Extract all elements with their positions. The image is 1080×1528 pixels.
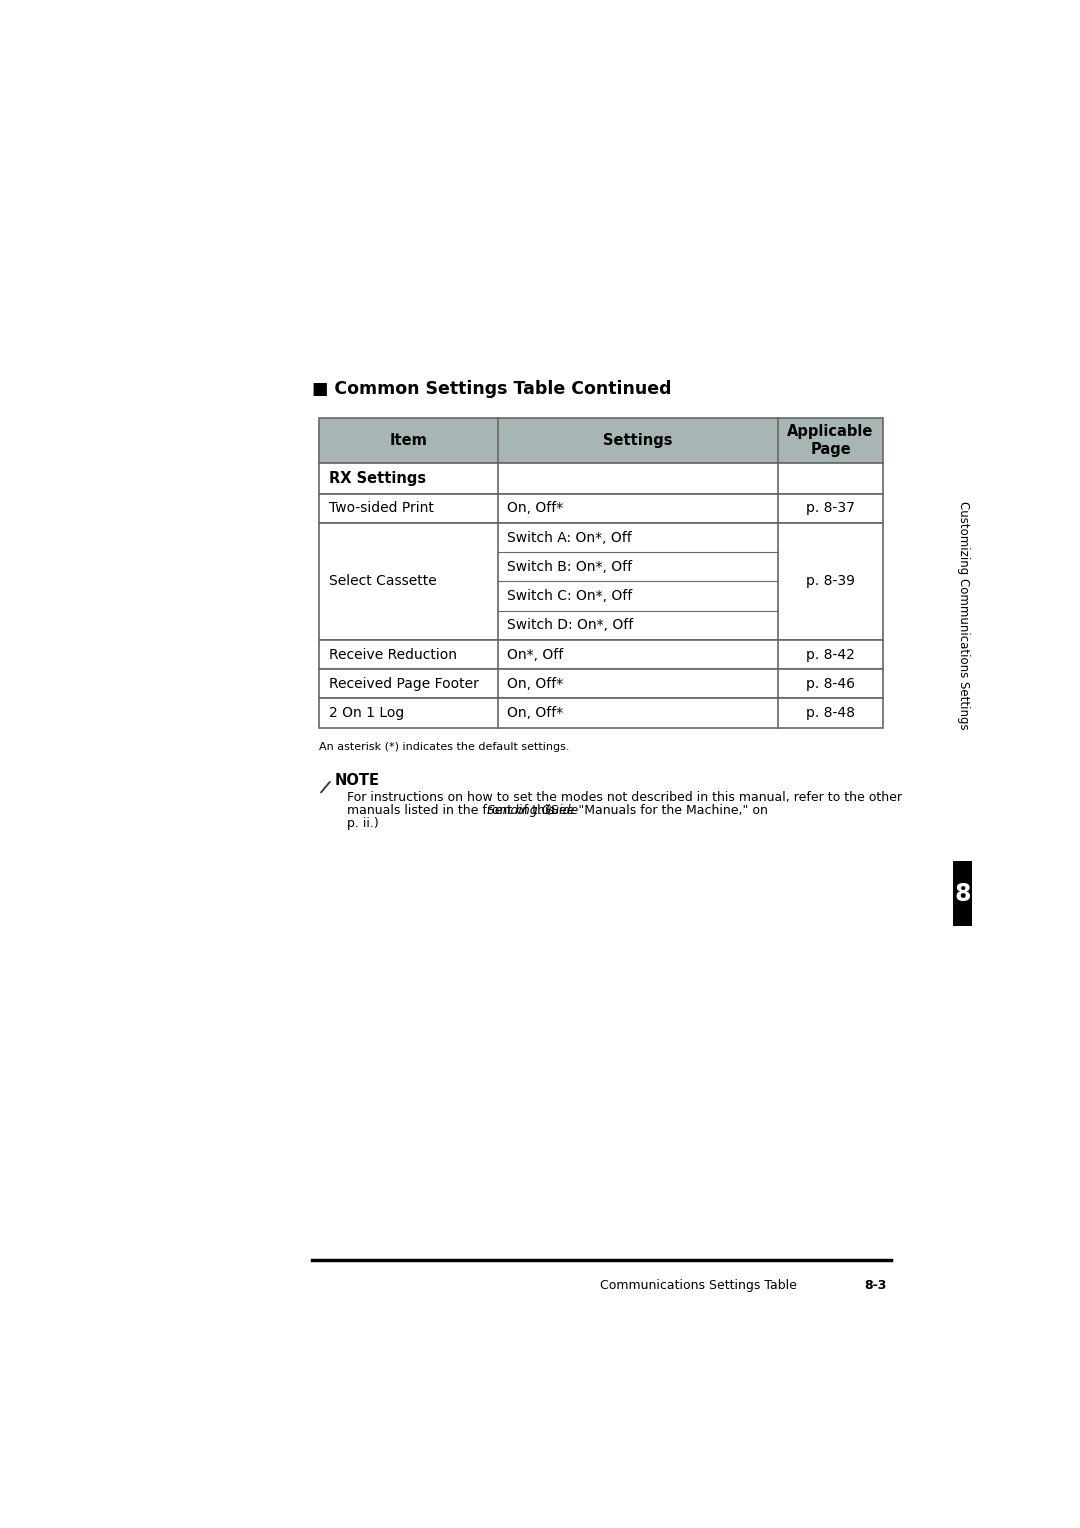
Text: Sending Guide: Sending Guide	[487, 804, 579, 817]
Text: Received Page Footer: Received Page Footer	[328, 677, 478, 691]
Text: On*, Off: On*, Off	[507, 648, 564, 662]
Text: Switch C: On*, Off: Switch C: On*, Off	[507, 590, 632, 604]
Text: Receive Reduction: Receive Reduction	[328, 648, 457, 662]
Text: An asterisk (*) indicates the default settings.: An asterisk (*) indicates the default se…	[320, 741, 570, 752]
Text: Switch A: On*, Off: Switch A: On*, Off	[507, 530, 632, 544]
Text: 2 On 1 Log: 2 On 1 Log	[328, 706, 404, 720]
Text: For instructions on how to set the modes not described in this manual, refer to : For instructions on how to set the modes…	[347, 792, 902, 804]
Text: Item: Item	[390, 432, 428, 448]
Text: p. 8-37: p. 8-37	[806, 501, 855, 515]
Bar	[320, 523, 882, 640]
Text: ■ Common Settings Table Continued: ■ Common Settings Table Continued	[312, 380, 671, 397]
Text: p. 8-46: p. 8-46	[806, 677, 855, 691]
Text: Communications Settings Table: Communications Settings Table	[600, 1279, 797, 1293]
Text: On, Off*: On, Off*	[507, 706, 564, 720]
Text: manuals listed in the front of this: manuals listed in the front of this	[347, 804, 558, 817]
Bar	[953, 860, 972, 926]
Text: p. ii.): p. ii.)	[347, 817, 378, 830]
Bar	[320, 640, 882, 669]
Text: Switch B: On*, Off: Switch B: On*, Off	[507, 559, 632, 575]
Text: RX Settings: RX Settings	[328, 471, 426, 486]
Text: 8-3: 8-3	[864, 1279, 887, 1293]
Text: Two-sided Print: Two-sided Print	[328, 501, 434, 515]
Text: Settings: Settings	[604, 432, 673, 448]
Text: NOTE: NOTE	[335, 773, 380, 788]
Text: Customizing Communications Settings: Customizing Communications Settings	[957, 501, 970, 730]
Text: p. 8-42: p. 8-42	[806, 648, 855, 662]
Bar	[320, 494, 882, 523]
Text: On, Off*: On, Off*	[507, 677, 564, 691]
Text: On, Off*: On, Off*	[507, 501, 564, 515]
Text: Switch D: On*, Off: Switch D: On*, Off	[507, 619, 633, 633]
Bar	[320, 669, 882, 698]
Text: 8: 8	[955, 882, 971, 906]
Bar	[320, 419, 882, 463]
Text: . (See "Manuals for the Machine," on: . (See "Manuals for the Machine," on	[538, 804, 768, 817]
Bar	[320, 698, 882, 727]
Text: Select Cassette: Select Cassette	[328, 575, 436, 588]
Text: Applicable
Page: Applicable Page	[787, 425, 874, 457]
Text: p. 8-39: p. 8-39	[806, 575, 855, 588]
Bar	[320, 463, 882, 494]
Text: p. 8-48: p. 8-48	[806, 706, 855, 720]
